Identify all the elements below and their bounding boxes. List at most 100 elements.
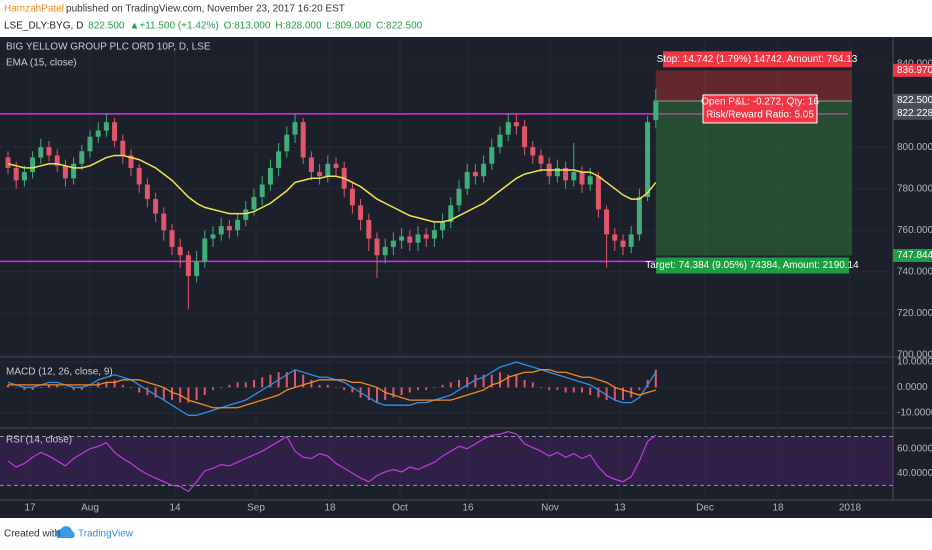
histogram-bar <box>162 387 165 401</box>
histogram-bar <box>195 387 198 401</box>
candle-body <box>522 126 528 148</box>
histogram-bar <box>105 382 108 388</box>
candle-body <box>579 172 585 185</box>
histogram-bar <box>638 387 641 390</box>
histogram-bar <box>507 374 510 388</box>
candle-body <box>87 136 93 152</box>
histogram-bar <box>89 387 91 388</box>
candle-body <box>300 122 306 158</box>
histogram-bar <box>654 369 657 388</box>
histogram-bar <box>589 387 592 396</box>
header-bar <box>0 0 932 37</box>
candle-body <box>185 255 191 276</box>
candle-body <box>415 234 421 243</box>
candle-body <box>235 219 241 231</box>
quote-field: L:809.000 <box>327 21 372 32</box>
candle-body <box>21 172 27 181</box>
rsi-line <box>7 431 657 493</box>
histogram-bar <box>23 387 26 390</box>
candle-body <box>587 176 593 185</box>
y-tick-label: 740.000 <box>897 266 932 277</box>
candle-body <box>358 205 364 220</box>
y-tick-label: 720.000 <box>897 308 932 319</box>
candle-body <box>226 226 232 231</box>
risk-reward-label: Risk/Reward Ratio: 5.05 <box>706 110 814 121</box>
histogram-bar <box>367 387 370 401</box>
candle-body <box>79 151 85 164</box>
pane-title: RSI (14, close) <box>6 435 72 446</box>
y-tick-label: 10.0000 <box>897 357 932 368</box>
target-label: Target: 74.384 (9.05%) 74384, Amount: 21… <box>645 260 859 271</box>
histogram-bar <box>531 382 534 388</box>
histogram-bar <box>154 387 157 398</box>
candle-body <box>177 246 183 256</box>
histogram-bar <box>121 384 124 388</box>
candle-body <box>38 147 44 158</box>
price-label: 747.844 <box>897 250 932 261</box>
histogram-bar <box>80 387 83 390</box>
histogram-bar <box>228 384 231 388</box>
y-tick-label: 760.000 <box>897 225 932 236</box>
histogram-bar <box>343 387 346 390</box>
x-tick-label: 14 <box>169 503 181 514</box>
histogram-bar <box>433 387 436 388</box>
histogram-bar <box>261 377 264 388</box>
y-tick-label: 0.0000 <box>897 382 928 393</box>
candle-body <box>513 122 519 127</box>
histogram-bar <box>236 382 239 388</box>
histogram-bar <box>392 387 395 398</box>
histogram-bar <box>310 379 313 388</box>
y-tick-label: 60.0000 <box>897 443 932 454</box>
candle-body <box>144 184 150 200</box>
histogram-bar <box>335 387 337 388</box>
published-note: published on TradingView.com, November 2… <box>66 4 345 15</box>
histogram-bar <box>318 384 321 388</box>
histogram-bar <box>253 379 255 388</box>
candle-body <box>194 261 200 276</box>
tradingview-logo <box>56 526 75 538</box>
pane-title: BIG YELLOW GROUP PLC ORD 10P, D, LSE <box>6 42 211 53</box>
x-tick-label: 13 <box>614 503 626 514</box>
quote-field: O:813.000 <box>224 21 271 32</box>
histogram-bar <box>449 382 452 388</box>
candle-body <box>276 151 282 168</box>
histogram-bar <box>244 382 247 388</box>
histogram-bar <box>326 384 329 388</box>
candle-body <box>620 240 626 247</box>
candle-body <box>464 172 470 189</box>
histogram-bar <box>203 387 206 396</box>
price-label-box <box>893 106 932 120</box>
histogram-bar <box>351 387 354 393</box>
histogram-bar <box>187 387 190 403</box>
x-tick-label: Sep <box>247 503 265 514</box>
histogram-bar <box>146 387 149 396</box>
candle-body <box>317 172 323 177</box>
rsi-band-fill <box>0 436 893 486</box>
price-label-box <box>893 63 932 77</box>
candle-body <box>390 240 396 247</box>
histogram-bar <box>499 372 501 388</box>
candle-body <box>349 188 355 206</box>
histogram-bar <box>376 387 378 403</box>
histogram-bar <box>515 374 518 388</box>
histogram-bar <box>458 379 460 388</box>
candle-body <box>440 221 446 231</box>
candle-body <box>448 205 454 222</box>
quote-field: LSE_DLY:BYG, D <box>4 21 83 32</box>
histogram-bar <box>56 384 59 388</box>
histogram-bar <box>572 387 575 393</box>
candle-body <box>95 130 101 137</box>
quote-field: C:822.500 <box>376 21 423 32</box>
histogram-bar <box>613 387 616 401</box>
candle-body <box>292 122 298 135</box>
legend-entry: EMA (15, close) <box>6 58 77 69</box>
candle-body <box>366 219 372 239</box>
candle-body <box>399 236 405 241</box>
histogram-bar <box>523 379 526 388</box>
candle-body <box>456 188 462 206</box>
candle-body <box>71 163 77 179</box>
candle-body <box>595 176 601 210</box>
candle-body <box>30 157 36 173</box>
histogram-bar <box>130 387 132 388</box>
